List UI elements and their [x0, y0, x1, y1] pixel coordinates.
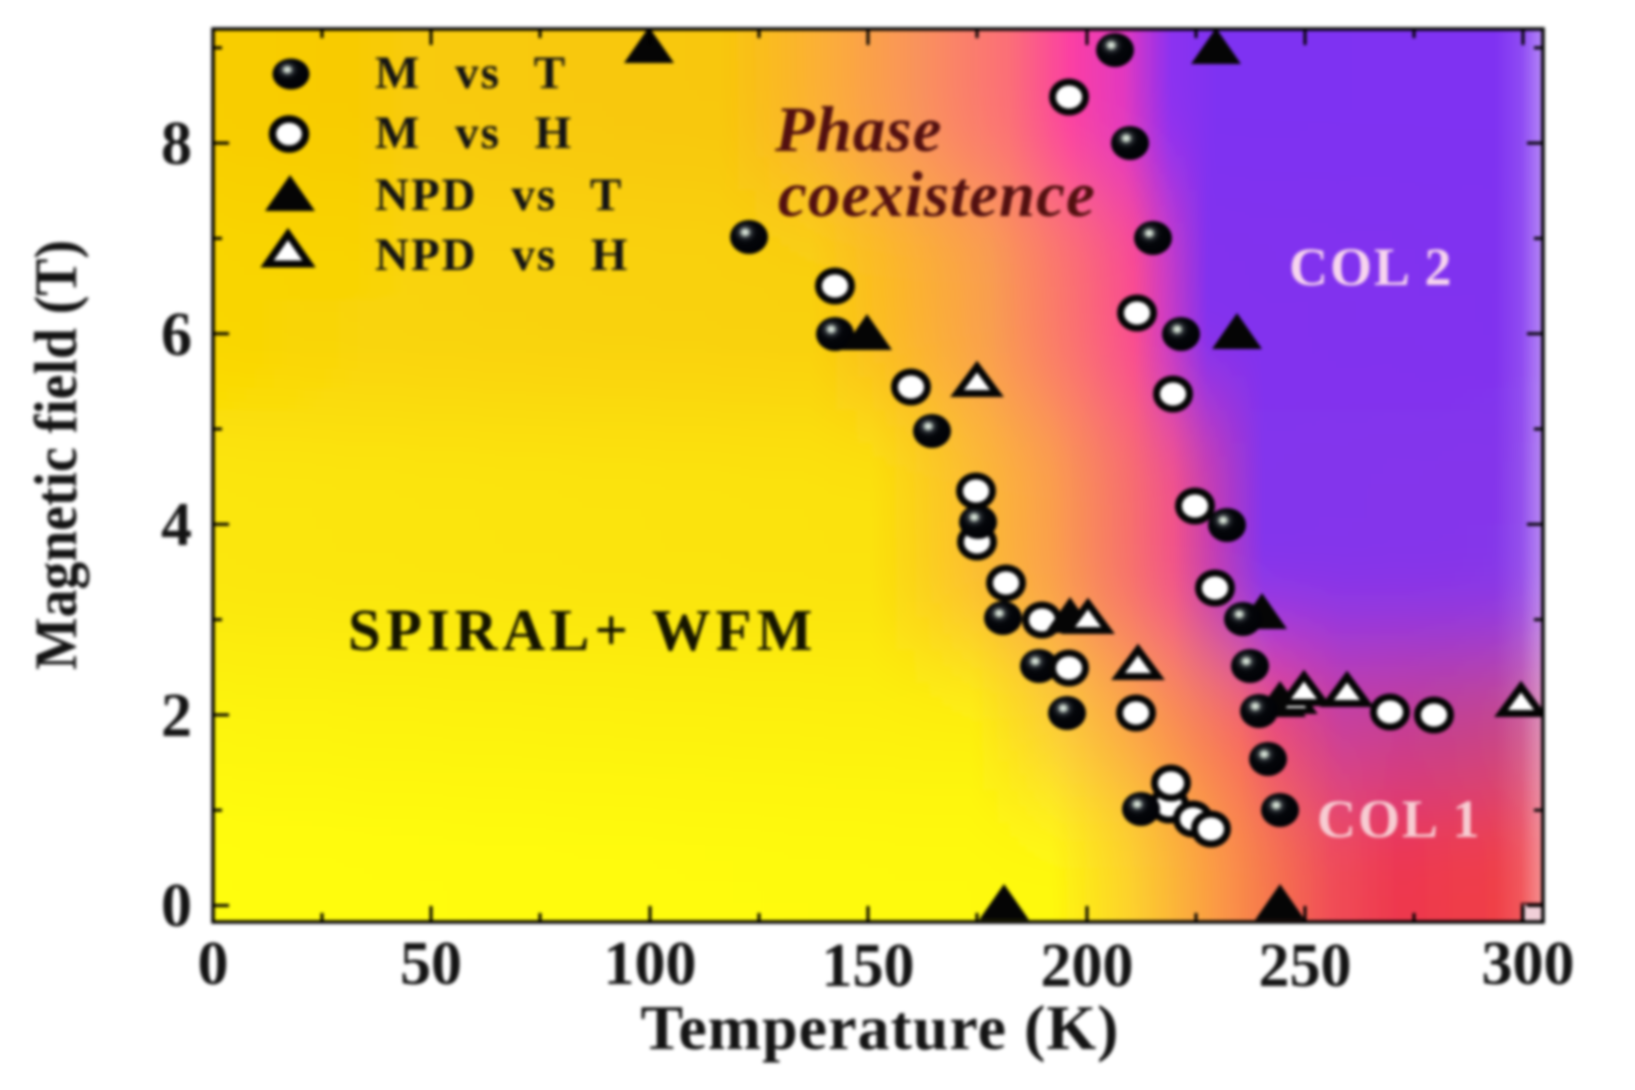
svg-text:COL 1: COL 1 [1317, 789, 1482, 849]
svg-text:100: 100 [604, 930, 697, 998]
svg-text:50: 50 [400, 930, 462, 998]
svg-text:coexistence: coexistence [778, 159, 1096, 231]
svg-text:NPD vs H: NPD vs H [375, 229, 629, 281]
svg-text:200: 200 [1041, 932, 1134, 1000]
svg-text:M vs T: M vs T [375, 47, 567, 99]
svg-text:300: 300 [1482, 930, 1575, 998]
svg-text:250: 250 [1259, 932, 1352, 1000]
svg-text:6: 6 [161, 301, 192, 369]
svg-text:8: 8 [161, 110, 192, 178]
svg-text:Phase: Phase [774, 94, 943, 166]
svg-text:NPD vs T: NPD vs T [375, 169, 623, 221]
svg-text:Temperature (K): Temperature (K) [641, 992, 1120, 1063]
svg-text:4: 4 [161, 491, 192, 559]
svg-text:2: 2 [161, 682, 192, 750]
svg-text:150: 150 [822, 932, 915, 1000]
svg-text:SPIRAL+ WFM: SPIRAL+ WFM [348, 597, 817, 663]
svg-text:0: 0 [198, 930, 229, 998]
svg-text:0: 0 [161, 872, 192, 940]
svg-text:COL 2: COL 2 [1289, 237, 1454, 297]
svg-text:M vs H: M vs H [375, 107, 573, 159]
svg-text:Magnetic field (T): Magnetic field (T) [23, 240, 89, 670]
